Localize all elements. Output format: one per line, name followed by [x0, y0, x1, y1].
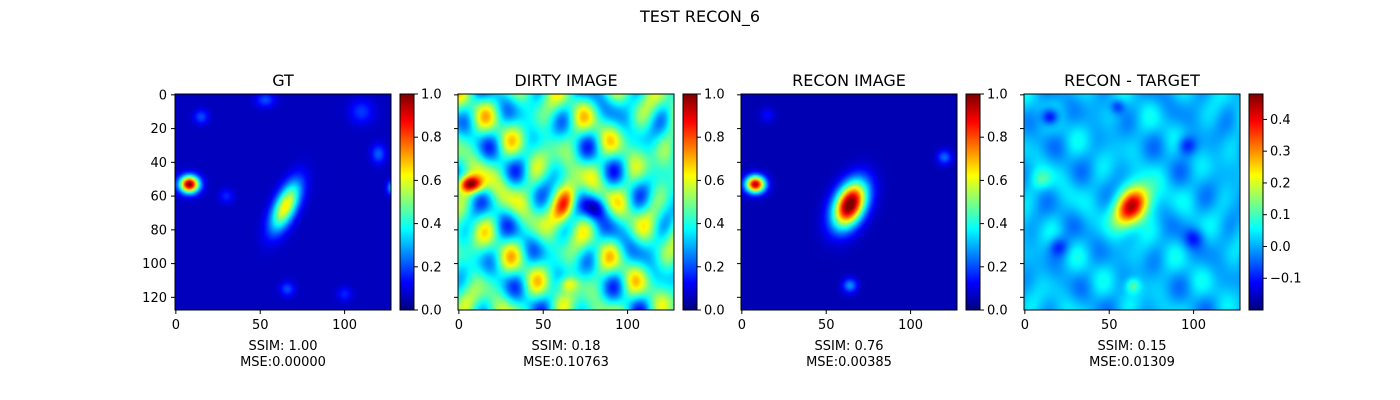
panel-0: GT 0 50 100 0 20 40 60 80 100 120 0.0 0.2 0.4 0.6 0.8 1.… [142, 71, 442, 370]
axes-frame [1023, 93, 1241, 311]
colorbar-tick-label: 1.0 [987, 88, 1008, 103]
axes-frame [174, 93, 392, 311]
colorbar [400, 94, 414, 310]
panel-title: RECON IMAGE [792, 71, 906, 90]
ssim-caption: SSIM: 0.76 [814, 339, 883, 354]
colorbar-tick-label: 1.0 [421, 88, 442, 103]
figure-suptitle: TEST RECON_6 [639, 7, 760, 27]
colorbar [1249, 94, 1263, 310]
colorbar-tick-label: 0.6 [987, 174, 1008, 189]
colorbar-tick-label: 0.2 [704, 260, 725, 275]
colorbar-tick-label: 0.4 [704, 217, 725, 232]
y-tick-label: 60 [150, 190, 167, 205]
colorbar-tick-label: 0.1 [1270, 208, 1291, 223]
heatmap-image [458, 94, 674, 310]
x-tick-label: 0 [738, 318, 746, 333]
x-tick-label: 100 [898, 318, 923, 333]
colorbar-frame [965, 93, 981, 311]
x-tick-label: 50 [818, 318, 835, 333]
y-tick-label: 0 [159, 88, 167, 103]
panels: GT 0 50 100 0 20 40 60 80 100 120 0.0 0.2 0.4 0.6 0.8 1.… [142, 71, 1301, 370]
x-tick-label: 0 [172, 318, 180, 333]
colorbar-tick-label: 0.2 [1270, 176, 1291, 191]
panel-title: GT [272, 71, 294, 90]
colorbar-tick-label: 0.2 [987, 260, 1008, 275]
colorbar-tick-label: 0.4 [987, 217, 1008, 232]
colorbar-tick-label: −0.1 [1270, 272, 1302, 287]
panel-title: RECON - TARGET [1064, 71, 1200, 90]
mse-caption: MSE:0.01309 [1089, 355, 1175, 370]
colorbar-tick-label: 0.6 [421, 174, 442, 189]
panel-1: DIRTY IMAGE 0 50 100 0.0 0.2 0.4 0.6 0.8 1.0 SSIM:… [454, 71, 725, 370]
heatmap-image [741, 94, 957, 310]
x-tick-label: 50 [535, 318, 552, 333]
colorbar-tick-label: 0.0 [1270, 240, 1291, 255]
x-tick-label: 100 [615, 318, 640, 333]
y-tick-label: 100 [142, 257, 167, 272]
y-tick-label: 80 [150, 223, 167, 238]
heatmap-image [1024, 94, 1240, 310]
y-tick-label: 120 [142, 291, 167, 306]
mse-caption: MSE:0.00385 [806, 355, 892, 370]
colorbar-frame [1248, 93, 1264, 311]
colorbar-tick-label: 0.8 [987, 131, 1008, 146]
axes-frame [457, 93, 675, 311]
x-tick-label: 0 [1021, 318, 1029, 333]
colorbar-tick-label: 0.0 [421, 304, 442, 319]
x-tick-label: 0 [455, 318, 463, 333]
colorbar [683, 94, 697, 310]
x-tick-label: 100 [332, 318, 357, 333]
ssim-caption: SSIM: 0.15 [1097, 339, 1166, 354]
heatmap-image [175, 94, 391, 310]
x-tick-label: 100 [1181, 318, 1206, 333]
colorbar [966, 94, 980, 310]
x-tick-label: 50 [1101, 318, 1118, 333]
panel-title: DIRTY IMAGE [514, 71, 617, 90]
colorbar-tick-label: 0.6 [704, 174, 725, 189]
colorbar-tick-label: 1.0 [704, 88, 725, 103]
colorbar-tick-label: 0.8 [704, 131, 725, 146]
mse-caption: MSE:0.10763 [523, 355, 609, 370]
ssim-caption: SSIM: 1.00 [248, 339, 317, 354]
panel-2: RECON IMAGE 0 50 100 0.0 0.2 0.4 0.6 0.8 1.0 SSIM:… [737, 71, 1008, 370]
axes-frame [740, 93, 958, 311]
colorbar-tick-label: 0.4 [1270, 113, 1291, 128]
colorbar-tick-label: 0.2 [421, 260, 442, 275]
colorbar-frame [682, 93, 698, 311]
mse-caption: MSE:0.00000 [240, 355, 326, 370]
panel-3: RECON - TARGET 0 50 100 −0.1 0.0 0.1 0.2 0.3 0.4 S… [1020, 71, 1302, 370]
colorbar-tick-label: 0.3 [1270, 145, 1291, 160]
x-tick-label: 50 [252, 318, 269, 333]
colorbar-tick-label: 0.0 [704, 304, 725, 319]
y-tick-label: 20 [150, 122, 167, 137]
colorbar-frame [399, 93, 415, 311]
y-tick-label: 40 [150, 156, 167, 171]
colorbar-tick-label: 0.8 [421, 131, 442, 146]
colorbar-tick-label: 0.4 [421, 217, 442, 232]
ssim-caption: SSIM: 0.18 [531, 339, 600, 354]
colorbar-tick-label: 0.0 [987, 304, 1008, 319]
